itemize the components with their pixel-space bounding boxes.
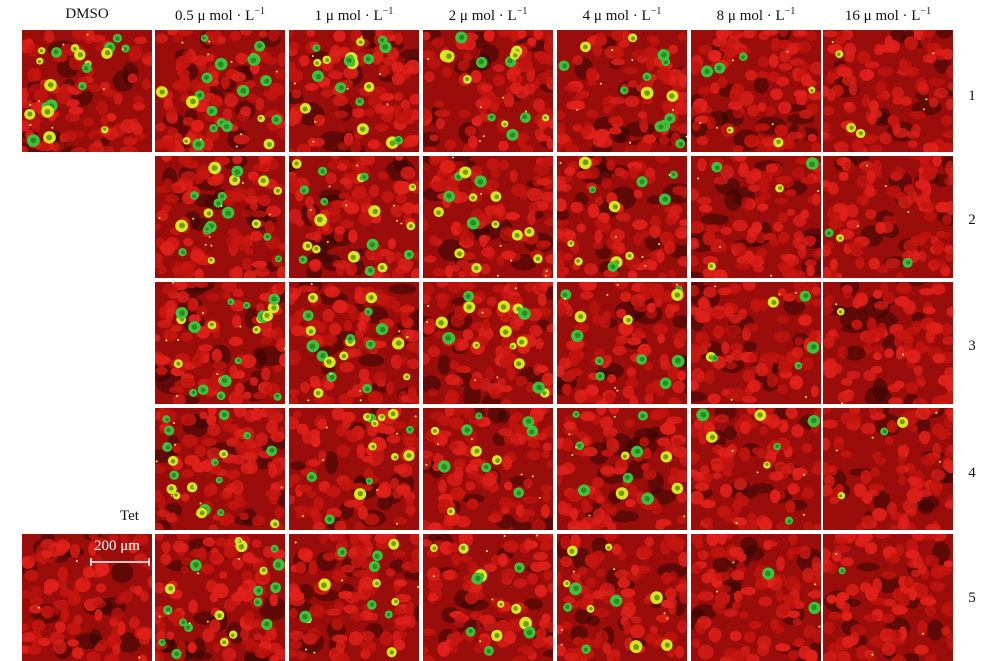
- micrograph-c16-row4: [823, 408, 953, 530]
- column-header-c16: 16 μ mol · L−1: [823, 6, 953, 28]
- micrograph-c4-row4: [557, 408, 687, 530]
- row-label-5: 5: [968, 590, 976, 606]
- column-header-superscript: −1: [516, 6, 528, 17]
- micrograph-c1-row3: [289, 282, 419, 404]
- micrograph-c05-row2: [155, 156, 285, 278]
- micrograph-c8-row4: [691, 408, 821, 530]
- micrograph-dmso-row1: [22, 30, 152, 152]
- micrograph-c8-row2: [691, 156, 821, 278]
- micrograph-c05-row1: [155, 30, 285, 152]
- scale-bar-label: 200 μm: [94, 538, 140, 554]
- micrograph-c05-row4: [155, 408, 285, 530]
- column-header-superscript: −1: [254, 6, 265, 17]
- micrograph-c05-row3: [155, 282, 285, 404]
- column-header-dmso: DMSO: [22, 6, 152, 28]
- micrograph-c4-row5: [557, 534, 687, 661]
- micrograph-c1-row4: [289, 408, 419, 530]
- column-header-superscript: −1: [650, 6, 662, 17]
- column-header-superscript: −1: [382, 6, 394, 17]
- column-header-superscript: −1: [920, 6, 932, 17]
- micrograph-c2-row4: [423, 408, 553, 530]
- column-header-c8: 8 μ mol · L−1: [691, 6, 821, 28]
- column-header-text: 1 μ mol · L: [314, 8, 383, 24]
- column-header-superscript: −1: [784, 6, 796, 17]
- micrograph-c2-row2: [423, 156, 553, 278]
- column-header-text: 4 μ mol · L: [582, 8, 651, 24]
- micrograph-c2-row1: [423, 30, 553, 152]
- micrograph-c8-row1: [691, 30, 821, 152]
- micrograph-c1-row1: [289, 30, 419, 152]
- column-header-c2: 2 μ mol · L−1: [423, 6, 553, 28]
- column-header-c4: 4 μ mol · L−1: [557, 6, 687, 28]
- micrograph-c1-row5: [289, 534, 419, 661]
- column-header-text: 2 μ mol · L: [448, 8, 517, 24]
- column-header-c05: 0.5 μ mol · L−1: [155, 6, 285, 28]
- row-label-2: 2: [968, 212, 976, 228]
- micrograph-c4-row3: [557, 282, 687, 404]
- micrograph-dmso-row5: [22, 534, 152, 661]
- row-label-1: 1: [968, 88, 976, 104]
- micrograph-c16-row5: [823, 534, 953, 661]
- micrograph-c16-row3: [823, 282, 953, 404]
- micrograph-c2-row5: [423, 534, 553, 661]
- scale-bar: [90, 558, 150, 566]
- column-header-text: DMSO: [65, 6, 109, 22]
- micrograph-c16-row2: [823, 156, 953, 278]
- micrograph-c05-row5: [155, 534, 285, 661]
- micrograph-c4-row2: [557, 156, 687, 278]
- row-label-4: 4: [968, 465, 976, 481]
- micrograph-c1-row2: [289, 156, 419, 278]
- column-header-text: 8 μ mol · L: [716, 8, 785, 24]
- column-header-c1: 1 μ mol · L−1: [289, 6, 419, 28]
- micrograph-c8-row5: [691, 534, 821, 661]
- tet-label: Tet: [120, 508, 139, 524]
- micrograph-c2-row3: [423, 282, 553, 404]
- row-label-3: 3: [968, 338, 976, 354]
- column-header-text: 16 μ mol · L: [844, 8, 921, 24]
- column-header-text: 0.5 μ mol · L: [175, 8, 255, 24]
- micrograph-c4-row1: [557, 30, 687, 152]
- micrograph-c8-row3: [691, 282, 821, 404]
- micrograph-c16-row1: [823, 30, 953, 152]
